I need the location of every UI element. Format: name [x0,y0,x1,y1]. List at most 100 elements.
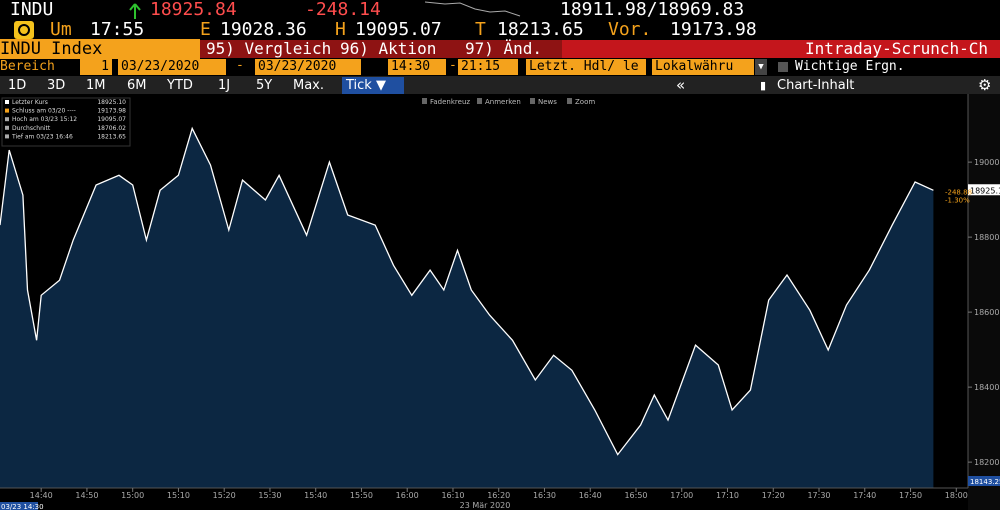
dropdown[interactable]: ▼ [755,59,767,75]
area [0,128,934,488]
high: 19095.07 [355,19,442,40]
legend-value: 18925.10 [97,99,126,106]
bid-ask: 18911.98/18969.83 [560,0,745,20]
x-tick-label: 16:20 [487,491,510,500]
x-tick-label: 15:30 [258,491,281,500]
bottom-tag [968,476,1000,486]
time-label: Um [50,19,72,40]
legend-label: Hoch am 03/23 15:12 [12,116,77,123]
x-tick-label: 18:00 [945,491,968,500]
low: 18213.65 [497,19,584,40]
prev: 19173.98 [670,19,757,40]
open: 19028.36 [220,19,307,40]
price: 18925.84 [150,0,237,20]
chart-content[interactable]: Chart-Inhalt [777,78,855,93]
x-tick-label: 17:00 [670,491,693,500]
x-title: 23 Mär 2020 [460,501,511,510]
y-tick-label: 19000 [974,158,999,167]
x-tick-label: 16:00 [396,491,419,500]
legend-label: Tief am 03/23 16:46 [11,133,73,140]
end-time[interactable]: 21:15 [458,59,518,75]
y-tick-label: 18800 [974,233,999,242]
start-time[interactable]: 14:30 [388,59,446,75]
chart-tool[interactable]: Fadenkreuz [430,98,470,106]
dash: - [449,58,457,73]
settings-gear[interactable]: ⚙ [978,76,992,94]
start-date[interactable]: 03/23/2020 [118,59,226,75]
x-tick-label: 15:20 [213,491,236,500]
collapse[interactable]: « [676,76,686,94]
high-label: H [335,19,346,40]
last-tag [968,184,1000,196]
range-label: Bereich [0,59,55,74]
chart-tool[interactable]: News [538,98,557,106]
change-pct-label: -1.30% [945,196,970,204]
low-label: T [475,19,486,40]
legend-label: Durchschnitt [12,125,51,132]
currency[interactable]: Lokalwähru [652,59,754,75]
last-label: 18925.10 [970,186,1000,195]
x-tick-label: 17:40 [853,491,876,500]
price-line [0,126,934,456]
range-button[interactable]: Max. [293,78,325,93]
range-button[interactable]: 1D [8,78,27,93]
time: 17:55 [90,19,145,40]
x-tick-label: 17:50 [899,491,922,500]
x-tick-label: 14:40 [30,491,53,500]
y-tick-label: 18600 [974,308,999,317]
field[interactable]: Letzt. Hdl/ le [526,59,646,75]
start-label: 03/23 14:30 [1,503,44,510]
x-tick-label: 15:50 [350,491,373,500]
legend-swatch [5,100,9,104]
tool-icon [477,98,482,104]
legend-swatch [5,108,9,113]
toolbar [0,76,1000,94]
legend-box [1,97,131,147]
x-tick-label: 16:30 [533,491,556,500]
chart-tool[interactable]: Anmerken [485,98,521,106]
menu-item[interactable]: 95) Vergleich [206,39,332,58]
x-tick-label: 17:20 [762,491,785,500]
title-bar [562,40,1000,58]
up-arrow [129,3,141,19]
range-button[interactable]: 1M [86,78,106,93]
axis-panel [968,94,1000,510]
range-button[interactable]: 5Y [256,78,273,93]
range-button[interactable]: YTD [167,78,193,93]
end-date[interactable]: 03/23/2020 [255,59,361,75]
legend-swatch [5,134,9,139]
x-tick-label: 16:40 [579,491,602,500]
legend-label: Letzter Kurs [12,99,48,106]
x-tick-label: 15:40 [304,491,327,500]
prev-label: Vor. [608,19,652,40]
tool-icon [422,98,427,104]
events: Wichtige Ergn. [795,59,905,74]
tool-icon [567,98,572,104]
menu-item[interactable]: 96) Aktion [340,39,437,58]
sparkline [425,1,521,17]
chart-tool[interactable]: Zoom [575,98,595,106]
period[interactable]: 1 [80,59,112,75]
legend-value: 18213.65 [97,133,126,140]
ticker: INDU [10,0,54,20]
x-tick-label: 15:10 [167,491,190,500]
change-label: -248.88 [945,188,972,196]
range-button[interactable]: 3D [47,78,66,93]
legend-value: 19173.98 [97,108,126,115]
y-tick-label: 18400 [974,383,999,392]
checkbox[interactable] [778,62,788,72]
range-button[interactable]: 1J [218,78,231,93]
alert-icon [14,21,34,39]
open-label: E [200,19,211,40]
security[interactable]: INDU Index [0,39,200,59]
menu-item[interactable]: 97) Änd. [465,39,543,58]
start-tag [0,502,38,510]
dash: - [236,58,244,73]
x-tick-label: 16:50 [624,491,647,500]
x-tick-label: 17:30 [807,491,830,500]
bottom-label: 18143.25 [970,478,1000,486]
x-tick-label: 14:50 [75,491,98,500]
tick-button[interactable]: Tick ▼ [342,77,404,94]
range-button[interactable]: 6M [127,78,147,93]
